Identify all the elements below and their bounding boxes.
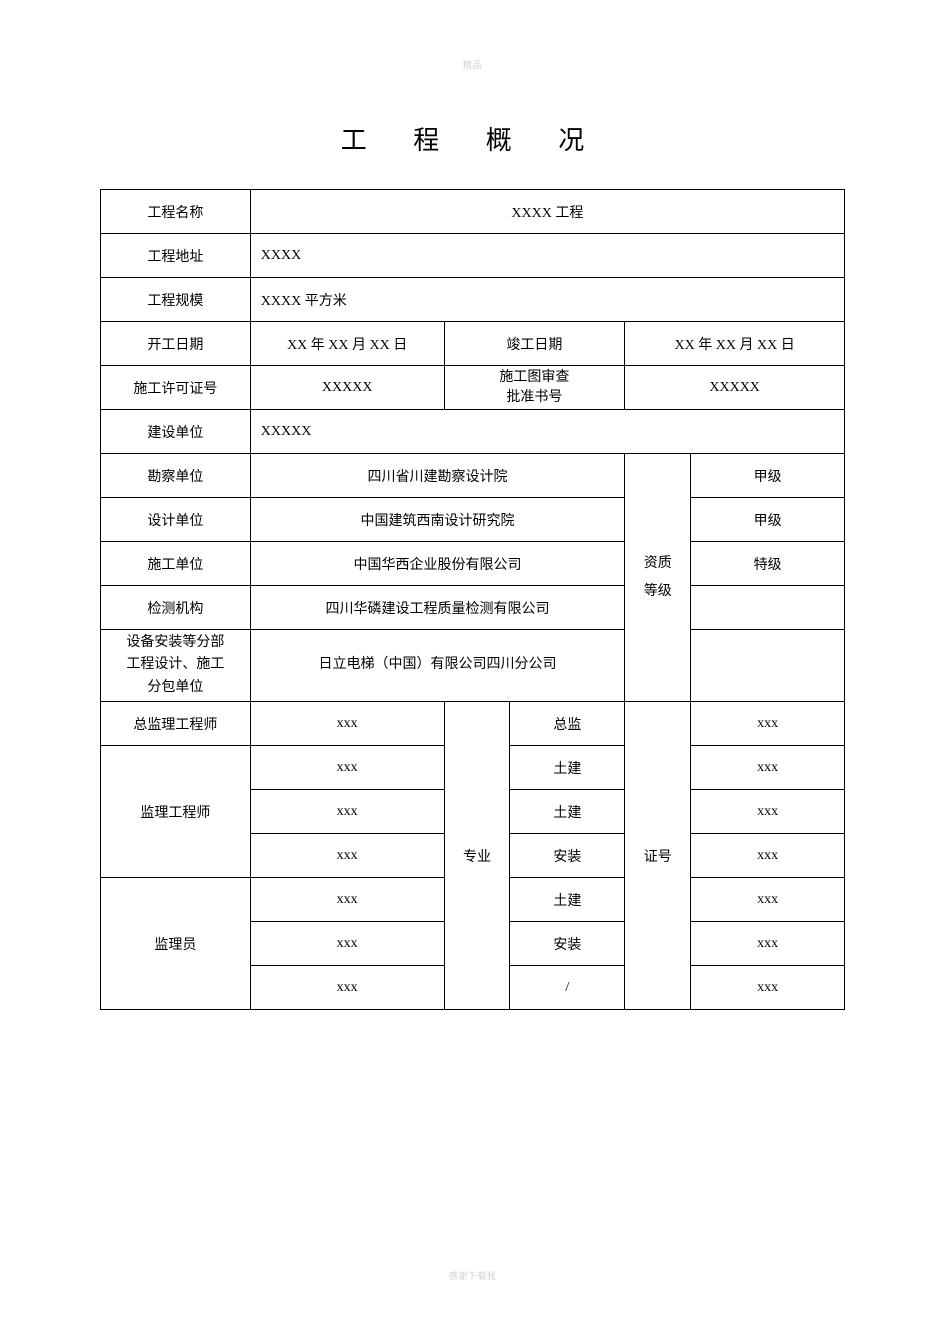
label-construction-unit: 建设单位 xyxy=(101,410,251,454)
cell-personnel-cert-3: xxx xyxy=(691,834,845,878)
label-testing-org: 检测机构 xyxy=(101,586,251,630)
cell-personnel-specialty-2: 土建 xyxy=(510,790,625,834)
label-specialty: 专业 xyxy=(444,702,510,1010)
table-row: 总监理工程师 xxx 专业 总监 证号 xxx xyxy=(101,702,845,746)
label-survey-unit: 勘察单位 xyxy=(101,454,251,498)
cell-personnel-specialty-4: 土建 xyxy=(510,878,625,922)
value-survey-unit: 四川省川建勘察设计院 xyxy=(250,454,625,498)
label-design-unit: 设计单位 xyxy=(101,498,251,542)
label-chief-engineer: 总监理工程师 xyxy=(101,702,251,746)
watermark-top: 精品 xyxy=(463,58,482,71)
page-title: 工 程 概 况 xyxy=(100,120,845,157)
value-contractor-unit: 中国华西企业股份有限公司 xyxy=(250,542,625,586)
value-testing-org: 四川华磷建设工程质量检测有限公司 xyxy=(250,586,625,630)
table-row: 检测机构 四川华磷建设工程质量检测有限公司 xyxy=(101,586,845,630)
label-project-address: 工程地址 xyxy=(101,234,251,278)
value-qual-testing xyxy=(691,586,845,630)
table-row: 工程地址 XXXX xyxy=(101,234,845,278)
value-start-date: XX 年 XX 月 XX 日 xyxy=(250,322,444,366)
cell-personnel-name-0: xxx xyxy=(250,702,444,746)
table-row: 工程名称 XXXX 工程 xyxy=(101,190,845,234)
value-end-date: XX 年 XX 月 XX 日 xyxy=(625,322,845,366)
cell-personnel-specialty-3: 安装 xyxy=(510,834,625,878)
table-row: 开工日期 XX 年 XX 月 XX 日 竣工日期 XX 年 XX 月 XX 日 xyxy=(101,322,845,366)
cell-personnel-cert-0: xxx xyxy=(691,702,845,746)
cell-personnel-name-4: xxx xyxy=(250,878,444,922)
label-project-name: 工程名称 xyxy=(101,190,251,234)
watermark-bottom: 感谢下载我 xyxy=(449,1269,497,1282)
label-start-date: 开工日期 xyxy=(101,322,251,366)
value-qual-survey: 甲级 xyxy=(691,454,845,498)
cell-personnel-name-6: xxx xyxy=(250,966,444,1010)
table-row: 设备安装等分部工程设计、施工分包单位 日立电梯（中国）有限公司四川分公司 xyxy=(101,630,845,702)
value-permit-no: XXXXX xyxy=(250,366,444,410)
label-drawing-approval: 施工图审查批准书号 xyxy=(444,366,625,410)
label-permit-no: 施工许可证号 xyxy=(101,366,251,410)
cell-personnel-cert-1: xxx xyxy=(691,746,845,790)
project-overview-table: 工程名称 XXXX 工程 工程地址 XXXX 工程规模 XXXX 平方米 开工日… xyxy=(100,189,845,1010)
table-row: 建设单位 XXXXX xyxy=(101,410,845,454)
value-drawing-approval: XXXXX xyxy=(625,366,845,410)
value-project-scale: XXXX 平方米 xyxy=(250,278,844,322)
table-row: 设计单位 中国建筑西南设计研究院 甲级 xyxy=(101,498,845,542)
cell-personnel-name-3: xxx xyxy=(250,834,444,878)
table-row: 勘察单位 四川省川建勘察设计院 资质等级 甲级 xyxy=(101,454,845,498)
table-row: 工程规模 XXXX 平方米 xyxy=(101,278,845,322)
cell-personnel-cert-2: xxx xyxy=(691,790,845,834)
document-container: 工 程 概 况 工程名称 XXXX 工程 工程地址 XXXX 工程规模 XXXX… xyxy=(0,0,945,1010)
label-supervisor-engineer: 监理工程师 xyxy=(101,746,251,878)
cell-personnel-cert-4: xxx xyxy=(691,878,845,922)
label-equipment-sub: 设备安装等分部工程设计、施工分包单位 xyxy=(101,630,251,702)
cell-personnel-name-5: xxx xyxy=(250,922,444,966)
value-qual-equipment xyxy=(691,630,845,702)
cell-personnel-name-2: xxx xyxy=(250,790,444,834)
value-project-address: XXXX xyxy=(250,234,844,278)
label-supervisor: 监理员 xyxy=(101,878,251,1010)
value-construction-unit: XXXXX xyxy=(250,410,844,454)
value-design-unit: 中国建筑西南设计研究院 xyxy=(250,498,625,542)
table-row: 施工单位 中国华西企业股份有限公司 特级 xyxy=(101,542,845,586)
table-row: 施工许可证号 XXXXX 施工图审查批准书号 XXXXX xyxy=(101,366,845,410)
label-qualification: 资质等级 xyxy=(625,454,691,702)
cell-personnel-cert-6: xxx xyxy=(691,966,845,1010)
cell-personnel-specialty-6: / xyxy=(510,966,625,1010)
cell-personnel-specialty-0: 总监 xyxy=(510,702,625,746)
cell-personnel-specialty-1: 土建 xyxy=(510,746,625,790)
label-project-scale: 工程规模 xyxy=(101,278,251,322)
value-project-name: XXXX 工程 xyxy=(250,190,844,234)
label-cert-no: 证号 xyxy=(625,702,691,1010)
value-qual-contractor: 特级 xyxy=(691,542,845,586)
cell-personnel-specialty-5: 安装 xyxy=(510,922,625,966)
value-equipment-sub: 日立电梯（中国）有限公司四川分公司 xyxy=(250,630,625,702)
label-contractor-unit: 施工单位 xyxy=(101,542,251,586)
cell-personnel-cert-5: xxx xyxy=(691,922,845,966)
cell-personnel-name-1: xxx xyxy=(250,746,444,790)
label-end-date: 竣工日期 xyxy=(444,322,625,366)
value-qual-design: 甲级 xyxy=(691,498,845,542)
